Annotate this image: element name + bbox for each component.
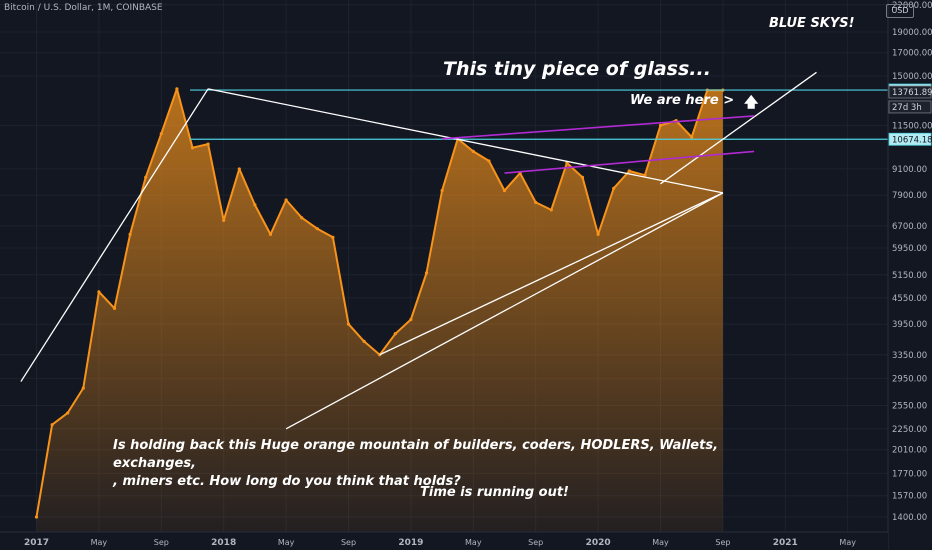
- price-point: [222, 218, 226, 222]
- price-point: [128, 232, 132, 236]
- symbol-header: Bitcoin / U.S. Dollar, 1M, COINBASE: [4, 3, 163, 13]
- price-point: [175, 87, 179, 91]
- x-tick-label: May: [465, 538, 482, 547]
- y-tick-label: 6700.00: [892, 222, 927, 232]
- trend-line[interactable]: [660, 71, 817, 185]
- channel-line[interactable]: [442, 115, 755, 140]
- price-point: [315, 227, 319, 231]
- x-tick-label: May: [278, 538, 295, 547]
- annotation-we-are-here: We are here >: [630, 93, 735, 108]
- x-tick-label: Sep: [715, 538, 730, 547]
- price-point: [502, 188, 507, 193]
- y-tick-label: 1400.00: [892, 513, 927, 523]
- annotation-body-line2: , miners etc. How long do you think that…: [113, 474, 461, 489]
- price-point: [580, 175, 585, 179]
- price-point: [534, 200, 538, 205]
- price-point: [253, 203, 257, 207]
- x-tick-label: May: [652, 538, 669, 547]
- price-point: [268, 232, 273, 236]
- price-point: [81, 386, 85, 390]
- y-tick-label: 7900.00: [892, 191, 927, 201]
- y-tick-label: 2950.00: [892, 374, 927, 384]
- y-tick-label: 1570.00: [892, 492, 927, 502]
- x-tick-label: 2018: [211, 538, 236, 548]
- y-tick-label: 5950.00: [892, 244, 927, 254]
- price-point: [487, 159, 491, 163]
- price-label-box: [888, 100, 932, 114]
- price-point: [612, 186, 616, 190]
- price-point: [112, 306, 117, 310]
- y-tick-label: 3950.00: [892, 320, 927, 330]
- y-tick-label: 2550.00: [892, 401, 927, 411]
- annotation-title: This tiny piece of glass...: [443, 58, 711, 80]
- annotation-body: Is holding back this Huge orange mountai…: [113, 437, 773, 491]
- price-point: [424, 271, 429, 275]
- price-point: [471, 149, 475, 153]
- price-point: [284, 198, 288, 202]
- y-tick-label: 11500.00: [892, 121, 932, 131]
- price-point: [549, 208, 553, 212]
- price-point: [237, 167, 241, 171]
- y-tick-label: 17000.00: [892, 49, 932, 59]
- trend-line[interactable]: [285, 192, 724, 430]
- price-point: [596, 232, 600, 236]
- y-tick-label: 2250.00: [892, 425, 927, 435]
- price-area: [36, 88, 723, 550]
- y-tick-label: 1770.00: [892, 469, 927, 479]
- y-tick-label: 5150.00: [892, 271, 927, 281]
- price-label-box: [888, 132, 932, 146]
- x-tick-label: 2019: [398, 538, 423, 548]
- x-tick-label: May: [91, 538, 108, 547]
- x-axis-panel: [0, 532, 888, 550]
- price-point: [331, 235, 335, 239]
- y-tick-label: 15000.00: [892, 72, 932, 82]
- price-label-box: [888, 85, 932, 99]
- price-point: [34, 515, 39, 519]
- price-point: [190, 146, 195, 150]
- price-point: [66, 411, 70, 415]
- y-tick-label: 4550.00: [892, 294, 927, 304]
- price-point: [97, 290, 101, 294]
- price-point: [627, 169, 631, 173]
- x-tick-label: Sep: [341, 538, 356, 547]
- annotation-blue-skys: BLUE SKYS!: [769, 16, 855, 31]
- y-tick-label: 2010.00: [892, 446, 927, 456]
- price-point: [206, 142, 210, 146]
- y-tick-label: 22000.00: [892, 1, 932, 11]
- trend-line[interactable]: [207, 88, 724, 194]
- x-tick-label: Sep: [154, 538, 169, 547]
- x-tick-label: 2017: [24, 538, 49, 548]
- y-tick-label: 3350.00: [892, 351, 927, 361]
- price-point: [346, 322, 351, 326]
- price-point: [643, 173, 647, 177]
- price-label: 13761.89: [892, 88, 932, 98]
- up-arrow-icon: 🡅: [744, 95, 759, 111]
- x-tick-label: Sep: [528, 538, 543, 547]
- price-point: [690, 135, 694, 139]
- price-point: [393, 332, 397, 336]
- trend-line[interactable]: [379, 192, 724, 356]
- x-tick-label: 2021: [773, 538, 798, 548]
- price-label: 10674.18: [892, 135, 932, 145]
- channel-line[interactable]: [504, 150, 755, 174]
- price-point: [440, 188, 444, 193]
- annotation-body-line1: Is holding back this Huge orange mountai…: [113, 438, 719, 471]
- y-tick-label: 9100.00: [892, 165, 927, 175]
- x-tick-label: 2020: [586, 538, 611, 548]
- currency-badge[interactable]: USD: [886, 4, 914, 18]
- annotation-time: Time is running out!: [420, 485, 569, 500]
- price-point: [300, 216, 304, 220]
- price-point: [658, 123, 663, 128]
- price-point: [144, 175, 148, 179]
- y-tick-label: 19000.00: [892, 28, 932, 38]
- price-label: 27d 3h: [892, 103, 922, 113]
- price-point: [159, 132, 163, 136]
- x-tick-label: May: [839, 538, 856, 547]
- price-point: [362, 339, 366, 343]
- price-point: [50, 423, 54, 427]
- trend-line[interactable]: [20, 88, 209, 382]
- price-point: [409, 317, 413, 322]
